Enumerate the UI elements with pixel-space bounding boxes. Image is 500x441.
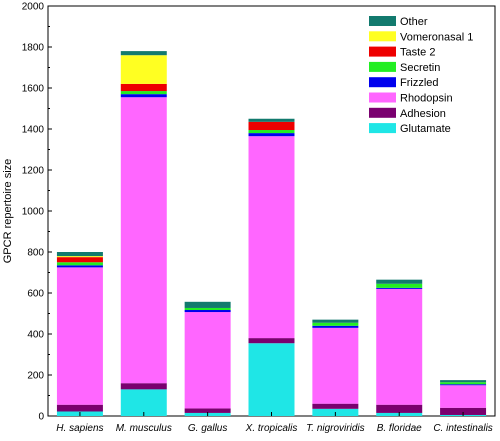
x-tick-label: X. tropicalis: [245, 423, 298, 434]
y-axis: 0 200 400 600 800 1000 1200 1400 1600 1800 2000: [22, 2, 52, 423]
bar-segment: [248, 343, 295, 416]
bar-segment: [56, 252, 103, 257]
bars-layer: [56, 51, 487, 416]
bar-segment: [440, 382, 487, 385]
bar-segment: [184, 408, 231, 413]
legend-label: Secretin: [400, 62, 440, 74]
bar-segment: [440, 385, 487, 408]
legend-label: Frizzled: [400, 77, 439, 89]
bar-segment: [248, 118, 295, 122]
legend-swatch: [369, 31, 396, 42]
legend-swatch: [369, 61, 396, 72]
y-tick-label: 1400: [22, 125, 45, 136]
bar-segment: [120, 55, 167, 84]
bar-segment: [312, 327, 359, 404]
bar-segment: [248, 133, 295, 137]
bar-segment: [248, 130, 295, 134]
bar-segment: [56, 257, 103, 263]
y-tick-label: 1200: [22, 166, 45, 177]
bar-segment: [312, 319, 359, 323]
bar-segment: [440, 384, 487, 386]
bar-segment: [312, 322, 359, 326]
bar-segment: [120, 83, 167, 92]
bar-segment: [312, 325, 359, 328]
y-tick-label: 0: [38, 412, 44, 423]
x-tick-label: B. floridae: [377, 423, 422, 434]
x-tick-label: C. intestinalis: [433, 423, 492, 434]
bar-segment: [120, 94, 167, 98]
bar-segment: [56, 267, 103, 405]
bar-segment: [56, 262, 103, 266]
bar-segment: [248, 136, 295, 339]
legend-label: Rhodopsin: [400, 93, 453, 105]
bar-segment: [184, 301, 231, 308]
legend-swatch: [369, 77, 396, 88]
bar-segment: [248, 338, 295, 344]
legend-swatch: [369, 16, 396, 26]
y-tick-label: 1600: [22, 84, 45, 95]
bar-segment: [120, 51, 167, 56]
y-axis-title: GPCR repertoire size: [2, 159, 14, 264]
x-axis: H. sapiens M. musculus G. gallus X. tropica…: [56, 412, 493, 434]
bar-segment: [376, 404, 423, 413]
legend-label: Adhesion: [400, 108, 446, 120]
bar-segment: [120, 97, 167, 384]
legend-label: Vomeronasal 1: [400, 31, 473, 43]
x-tick-label: T. nigroviridis: [306, 423, 365, 434]
legend-swatch: [369, 46, 396, 57]
bar-segment: [440, 407, 487, 415]
bar-segment: [56, 256, 103, 258]
bar-segment: [312, 403, 359, 409]
bar-segment: [376, 287, 423, 289]
bar-segment: [120, 91, 167, 95]
y-tick-label: 1000: [22, 207, 45, 218]
bar-segment: [248, 121, 295, 131]
legend-label: Glutamate: [400, 123, 451, 135]
y-tick-label: 200: [27, 371, 44, 382]
bar-segment: [376, 288, 423, 405]
bar-segment: [56, 265, 103, 268]
bar-segment: [56, 404, 103, 412]
bar-segment: [440, 380, 487, 383]
legend-swatch: [369, 123, 396, 134]
y-tick-label: 600: [27, 289, 44, 300]
x-tick-label: G. gallus: [188, 423, 227, 434]
bar-segment: [120, 383, 167, 390]
y-tick-label: 2000: [22, 2, 45, 13]
bar-segment: [184, 307, 231, 311]
legend: Other Vomeronasal 1 Taste 2 Secretin Frizzle…: [369, 16, 473, 135]
legend-swatch: [369, 92, 396, 103]
y-tick-label: 1800: [22, 43, 45, 54]
y-tick-label: 400: [27, 330, 44, 341]
x-tick-label: M. musculus: [116, 423, 172, 434]
bar-segment: [184, 310, 231, 313]
bar-segment: [376, 279, 423, 284]
bar-segment: [376, 283, 423, 288]
bar-segment: [120, 389, 167, 416]
legend-swatch: [369, 107, 396, 118]
x-tick-label: H. sapiens: [56, 423, 103, 434]
bar-segment: [184, 312, 231, 409]
legend-label: Taste 2: [400, 47, 435, 59]
y-tick-label: 800: [27, 248, 44, 259]
legend-label: Other: [400, 16, 428, 28]
